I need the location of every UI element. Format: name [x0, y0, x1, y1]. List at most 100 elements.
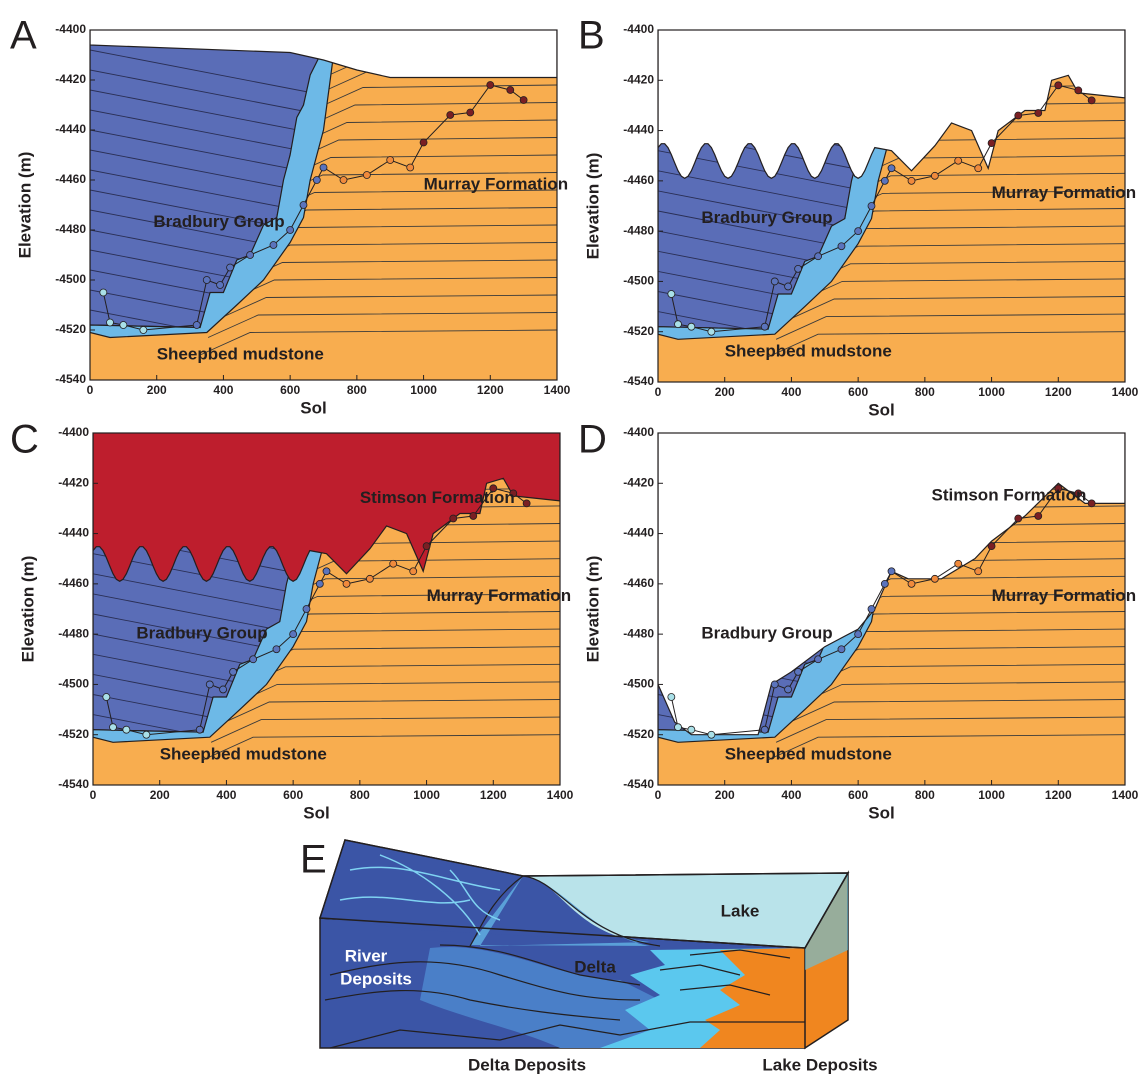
panel: 0200400600800100012001400-4400-4420-4440… — [578, 14, 1139, 420]
traverse-stop — [230, 668, 237, 675]
y-tick-label: -4500 — [623, 274, 654, 288]
x-tick-label: 400 — [781, 385, 801, 399]
traverse-stop — [100, 289, 107, 296]
x-tick-label: 800 — [350, 788, 370, 802]
lake-label: Lake — [721, 901, 760, 920]
traverse-stop — [1035, 512, 1042, 519]
traverse-stop — [290, 631, 297, 638]
y-axis-label: Elevation (m) — [15, 152, 34, 259]
traverse-stop — [320, 164, 327, 171]
panel-letter: D — [578, 418, 607, 462]
traverse-stop — [103, 694, 110, 701]
unit-label: Bradbury Group — [701, 208, 832, 227]
block-diagram: E Lake River Deposits Delta Delta Deposi… — [300, 838, 878, 1075]
panel-letter: B — [578, 14, 605, 58]
x-axis-label: Sol — [303, 803, 329, 822]
traverse-stop — [1075, 87, 1082, 94]
traverse-stop — [855, 631, 862, 638]
traverse-stop — [196, 726, 203, 733]
unit-label: Murray Formation — [992, 586, 1137, 605]
traverse-stop — [888, 165, 895, 172]
traverse-stop — [1088, 97, 1095, 104]
traverse-stop — [855, 228, 862, 235]
traverse-stop — [247, 252, 254, 259]
traverse-stop — [470, 512, 477, 519]
traverse-stop — [708, 731, 715, 738]
x-tick-label: 600 — [280, 383, 300, 397]
x-axis-label: Sol — [300, 398, 326, 417]
x-axis-label: Sol — [868, 400, 894, 419]
y-tick-label: -4440 — [55, 122, 86, 136]
panel-letter: E — [300, 838, 327, 882]
unit-label: Sheepbed mudstone — [160, 744, 327, 763]
x-axis-label: Sol — [868, 803, 894, 822]
x-tick-label: 0 — [87, 383, 94, 397]
traverse-stop — [668, 694, 675, 701]
traverse-stop — [668, 291, 675, 298]
traverse-stop — [868, 606, 875, 613]
traverse-stop — [838, 243, 845, 250]
traverse-stop — [313, 177, 320, 184]
traverse-stop — [1088, 500, 1095, 507]
traverse-stop — [881, 177, 888, 184]
x-tick-label: 200 — [150, 788, 170, 802]
y-tick-label: -4520 — [58, 727, 89, 741]
unit-label: Bradbury Group — [153, 212, 284, 231]
y-tick-label: -4440 — [623, 526, 654, 540]
traverse-stop — [931, 575, 938, 582]
traverse-stop — [975, 165, 982, 172]
y-tick-label: -4540 — [623, 777, 654, 791]
lake-deposits-label: Lake Deposits — [762, 1055, 877, 1074]
traverse-stop — [931, 172, 938, 179]
y-tick-label: -4480 — [623, 223, 654, 237]
y-tick-label: -4420 — [623, 475, 654, 489]
y-tick-label: -4400 — [623, 425, 654, 439]
unit-label: Sheepbed mudstone — [725, 341, 892, 360]
traverse-stop — [143, 731, 150, 738]
y-axis-label: Elevation (m) — [18, 556, 37, 663]
traverse-stop — [203, 277, 210, 284]
x-tick-label: 400 — [213, 383, 233, 397]
traverse-stop — [450, 515, 457, 522]
unit-label: Stimson Formation — [360, 488, 515, 507]
traverse-stop — [771, 681, 778, 688]
traverse-stop — [523, 500, 530, 507]
x-tick-label: 400 — [216, 788, 236, 802]
traverse-stop — [795, 265, 802, 272]
traverse-stop — [273, 646, 280, 653]
traverse-stop — [988, 140, 995, 147]
x-tick-label: 800 — [915, 788, 935, 802]
traverse-stop — [420, 139, 427, 146]
traverse-stop — [785, 283, 792, 290]
panels: 0 200 400 600 800 1000 1200 1400 -4400 -4420 -4440… — [10, 14, 1139, 823]
x-tick-label: 800 — [915, 385, 935, 399]
traverse-stop — [975, 568, 982, 575]
panel: 0200400600800100012001400-4400-4420-4440… — [578, 418, 1139, 823]
plot-area — [90, 18, 557, 381]
traverse-stop — [1015, 515, 1022, 522]
x-tick-label: 1000 — [413, 788, 440, 802]
x-tick-label: 1400 — [1112, 788, 1139, 802]
traverse-stop — [1055, 82, 1062, 89]
unit-label: Sheepbed mudstone — [725, 744, 892, 763]
traverse-stop — [250, 656, 257, 663]
x-tick-label: 0 — [655, 788, 662, 802]
y-tick-label: -4460 — [55, 172, 86, 186]
y-tick-label: -4540 — [623, 374, 654, 388]
x-tick-label: 1200 — [1045, 788, 1072, 802]
traverse-stop — [708, 328, 715, 335]
traverse-stop — [1015, 112, 1022, 119]
y-tick-label: -4400 — [58, 425, 89, 439]
traverse-stop — [343, 580, 350, 587]
traverse-stop — [300, 202, 307, 209]
x-tick-label: 1000 — [410, 383, 437, 397]
traverse-stop — [193, 322, 200, 329]
x-tick-label: 200 — [715, 788, 735, 802]
y-tick-label: -4540 — [58, 777, 89, 791]
traverse-stop — [366, 575, 373, 582]
x-tick-label: 600 — [848, 788, 868, 802]
river-label: River — [345, 946, 388, 965]
traverse-stop — [303, 606, 310, 613]
traverse-stop — [988, 543, 995, 550]
